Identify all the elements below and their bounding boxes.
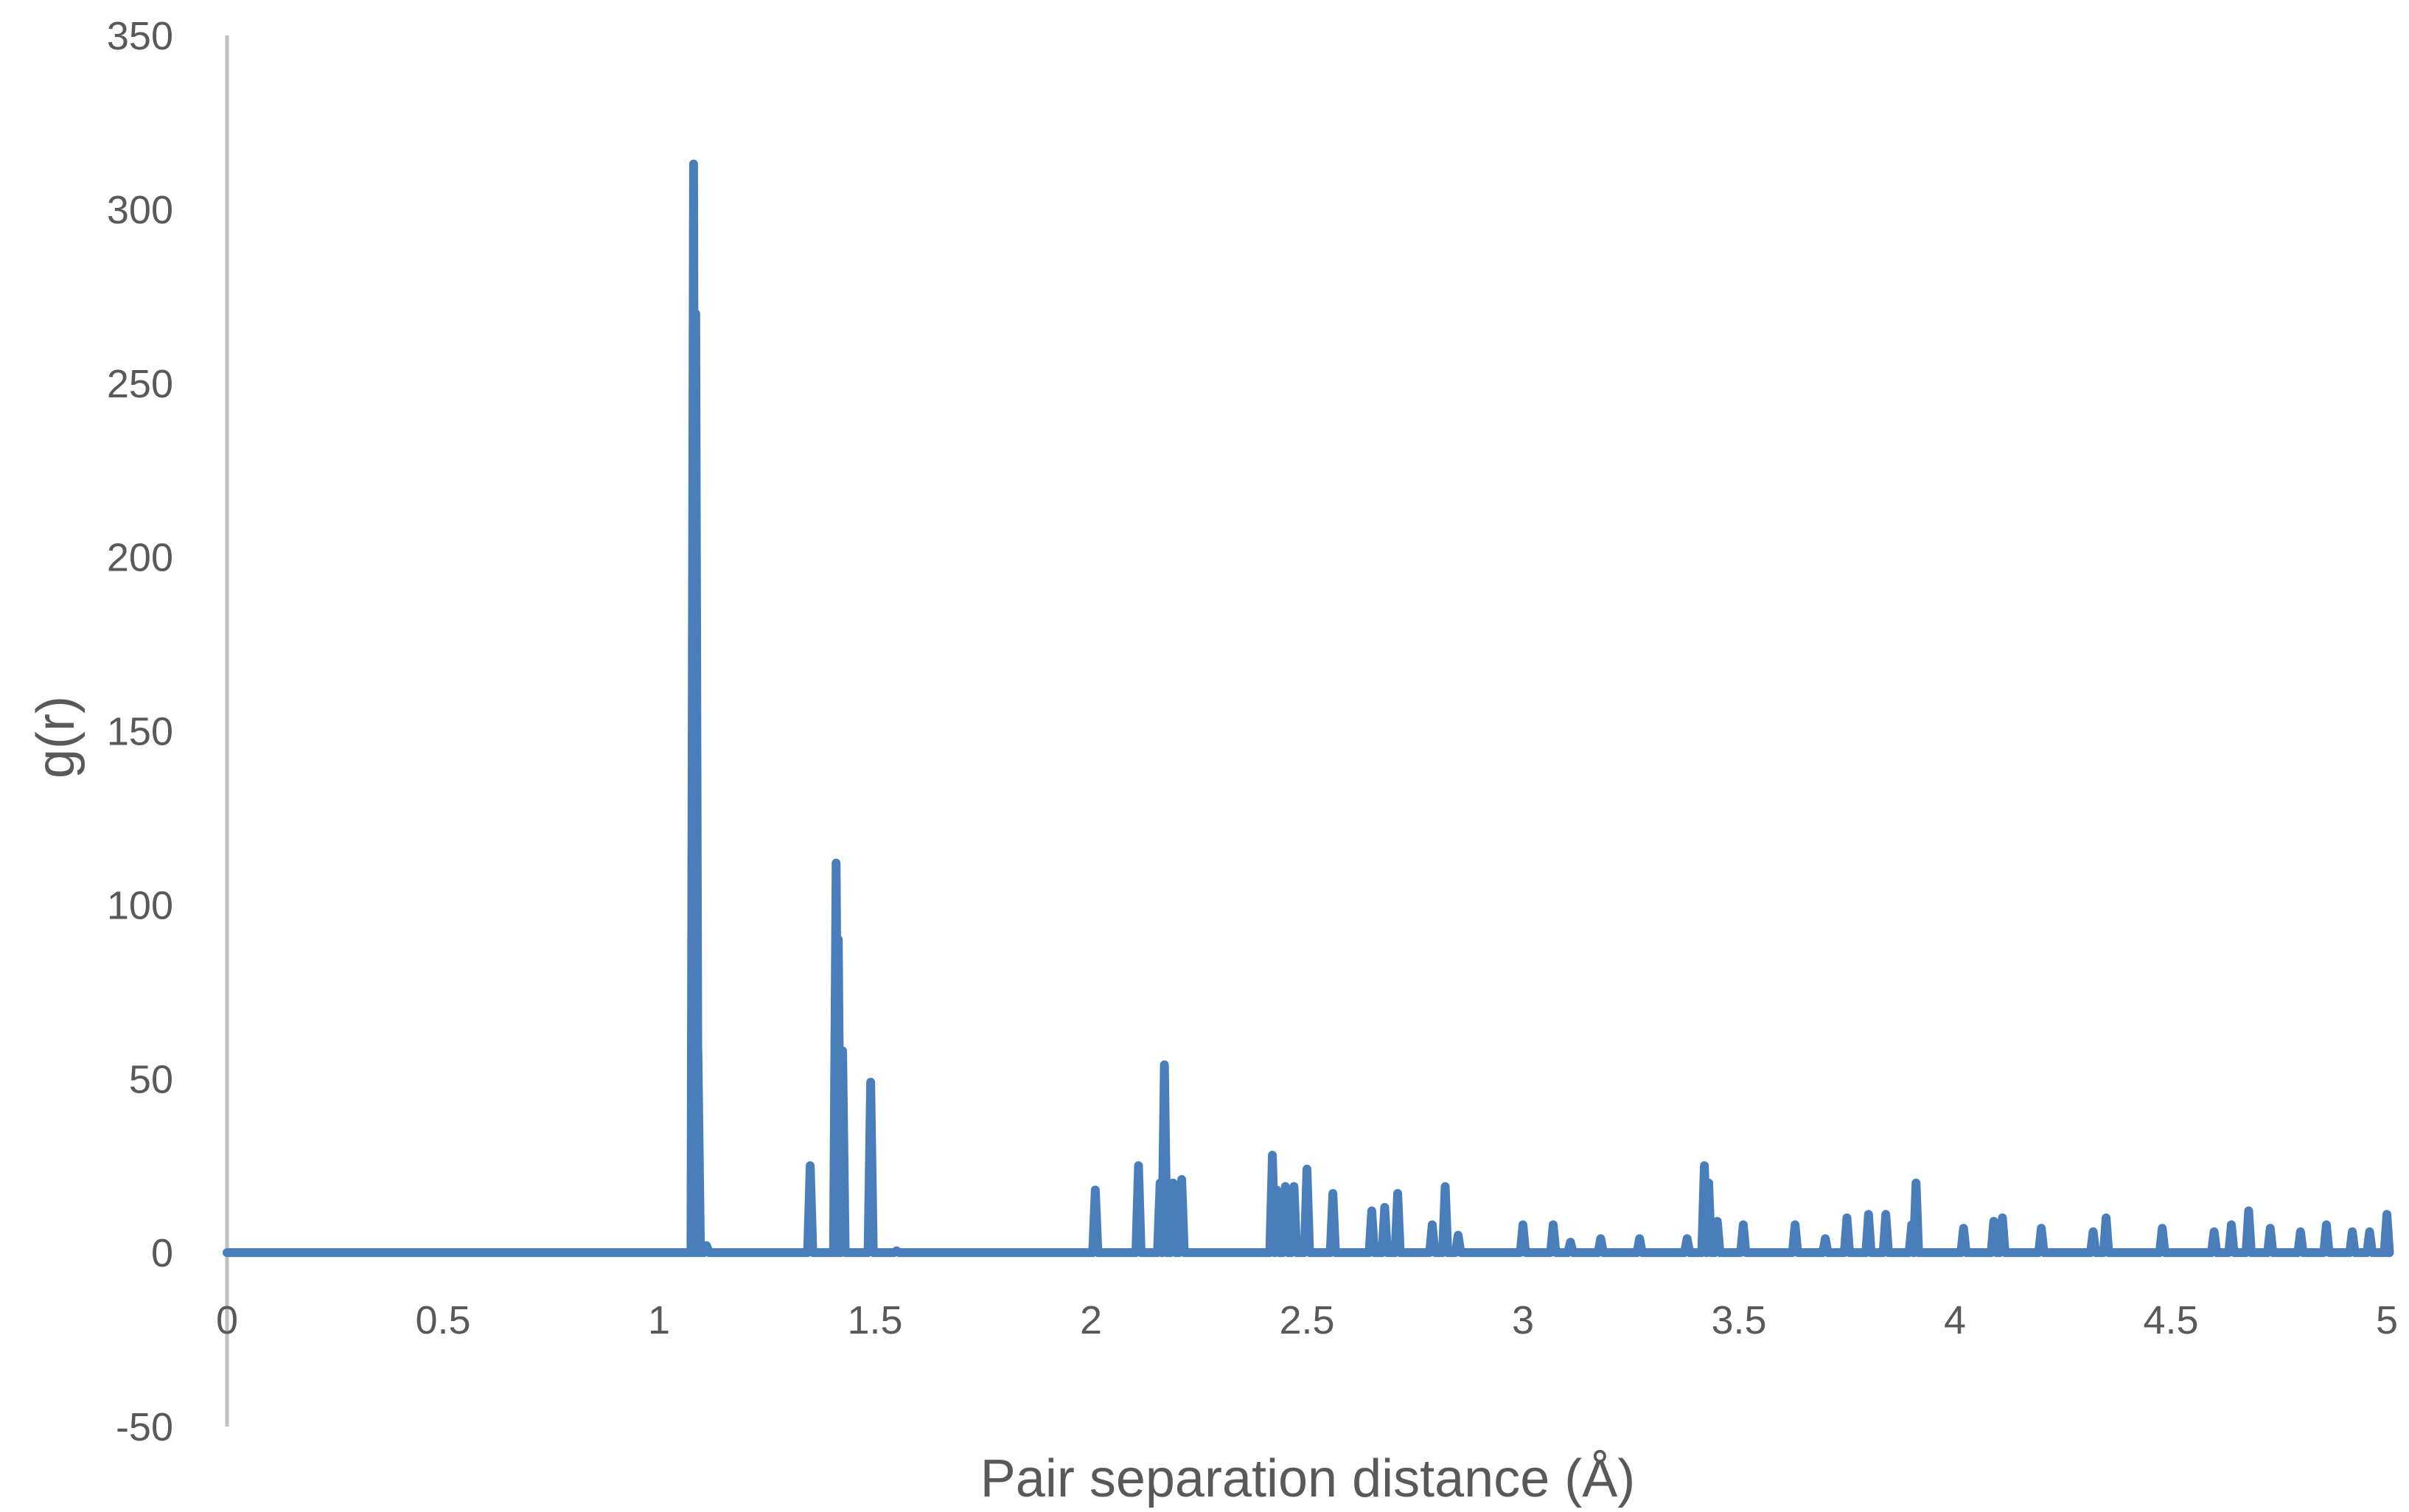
peak-point: [2245, 1207, 2253, 1215]
x-tick-label: 2.5: [1279, 1298, 1334, 1342]
peak-point: [1998, 1213, 2007, 1222]
x-tick-label: 2: [1080, 1298, 1102, 1342]
peak-point: [1713, 1217, 1721, 1225]
peak-point: [1178, 1176, 1186, 1184]
peak-point: [834, 936, 843, 944]
x-tick-label: 3: [1512, 1298, 1534, 1342]
peak-point: [2349, 1227, 2357, 1236]
y-tick-label: 250: [107, 362, 173, 406]
y-tick-labels: 350 300 250 200 150 100 50 0 -50: [107, 14, 173, 1449]
x-tick-label: 1: [648, 1298, 670, 1342]
y-tick-label: 50: [129, 1057, 173, 1101]
x-tick-label: 4: [1944, 1298, 1966, 1342]
peak-point: [1441, 1182, 1449, 1191]
peak-point: [689, 160, 697, 168]
peak-point: [1843, 1213, 1851, 1222]
peak-point: [1428, 1221, 1436, 1229]
peak-point: [839, 1047, 847, 1055]
peak-point: [2322, 1221, 2330, 1229]
peak-point: [1281, 1182, 1289, 1191]
peak-point: [1091, 1186, 1099, 1194]
peak-point: [1701, 1162, 1709, 1170]
x-axis-title: Pair separation distance (Å): [980, 1449, 1635, 1508]
peak-point: [1160, 1061, 1168, 1069]
peak-point: [1394, 1189, 1402, 1197]
peak-point: [2210, 1227, 2218, 1236]
peak-point: [1329, 1189, 1337, 1197]
peak-point: [703, 1241, 711, 1250]
peak-point: [867, 1078, 875, 1086]
y-tick-label: 200: [107, 536, 173, 580]
peak-point: [1882, 1210, 1890, 1219]
peak-point: [1367, 1207, 1376, 1215]
x-tick-label: 5: [2376, 1298, 2398, 1342]
y-tick-label: 150: [107, 710, 173, 754]
peak-point: [2089, 1227, 2097, 1236]
series-line: [223, 159, 2394, 1258]
peak-point: [806, 1162, 815, 1170]
peak-point: [1169, 1179, 1177, 1187]
peak-point: [1156, 1179, 1164, 1187]
peak-point: [1990, 1217, 1998, 1225]
peak-point: [2266, 1224, 2274, 1233]
peak-point: [1821, 1235, 1830, 1243]
peak-point: [1134, 1162, 1143, 1170]
x-tick-label: 4.5: [2143, 1298, 2198, 1342]
y-tick-label: 350: [107, 14, 173, 58]
peak-point: [1912, 1179, 1920, 1187]
peak-point: [2037, 1224, 2046, 1233]
peak-point: [2296, 1227, 2304, 1236]
peak-point: [2366, 1227, 2374, 1236]
peak-point: [1290, 1182, 1298, 1191]
peak-point: [1864, 1210, 1872, 1219]
peak-point: [1597, 1235, 1605, 1243]
peak-point: [1908, 1221, 1916, 1229]
peak-point: [1519, 1221, 1527, 1229]
y-tick-label: -50: [116, 1405, 173, 1449]
x-tick-label: 1.5: [847, 1298, 902, 1342]
peak-point: [893, 1247, 901, 1255]
x-tick-labels: 0 0.5 1 1.5 2 2.5 3 3.5 4 4.5 5: [216, 1298, 2398, 1342]
y-tick-label: 300: [107, 188, 173, 232]
y-tick-label: 0: [151, 1231, 173, 1275]
peak-point: [1739, 1221, 1747, 1229]
y-tick-label: 100: [107, 883, 173, 927]
peak-point: [1303, 1165, 1311, 1173]
peak-marks: [689, 160, 2391, 1255]
peak-point: [2228, 1221, 2236, 1229]
peak-point: [832, 859, 840, 867]
x-tick-label: 3.5: [1711, 1298, 1766, 1342]
peak-point: [1704, 1179, 1712, 1187]
x-tick-label: 0.5: [415, 1298, 470, 1342]
peak-point: [2383, 1210, 2391, 1219]
peak-point: [1454, 1231, 1463, 1239]
peak-point: [1381, 1203, 1389, 1211]
peak-point: [691, 310, 700, 318]
peak-point: [694, 1047, 702, 1055]
peak-point: [1636, 1235, 1644, 1243]
peak-point: [1549, 1221, 1558, 1229]
peak-point: [1791, 1221, 1799, 1229]
y-axis-title: g(r): [27, 696, 86, 778]
peak-point: [1683, 1235, 1691, 1243]
peak-point: [1269, 1152, 1277, 1160]
peak-point: [1959, 1224, 1967, 1233]
peak-point: [2158, 1224, 2166, 1233]
peak-point: [2102, 1213, 2110, 1222]
x-tick-label: 0: [216, 1298, 238, 1342]
peak-point: [1566, 1238, 1575, 1246]
peak-point: [1272, 1186, 1280, 1194]
